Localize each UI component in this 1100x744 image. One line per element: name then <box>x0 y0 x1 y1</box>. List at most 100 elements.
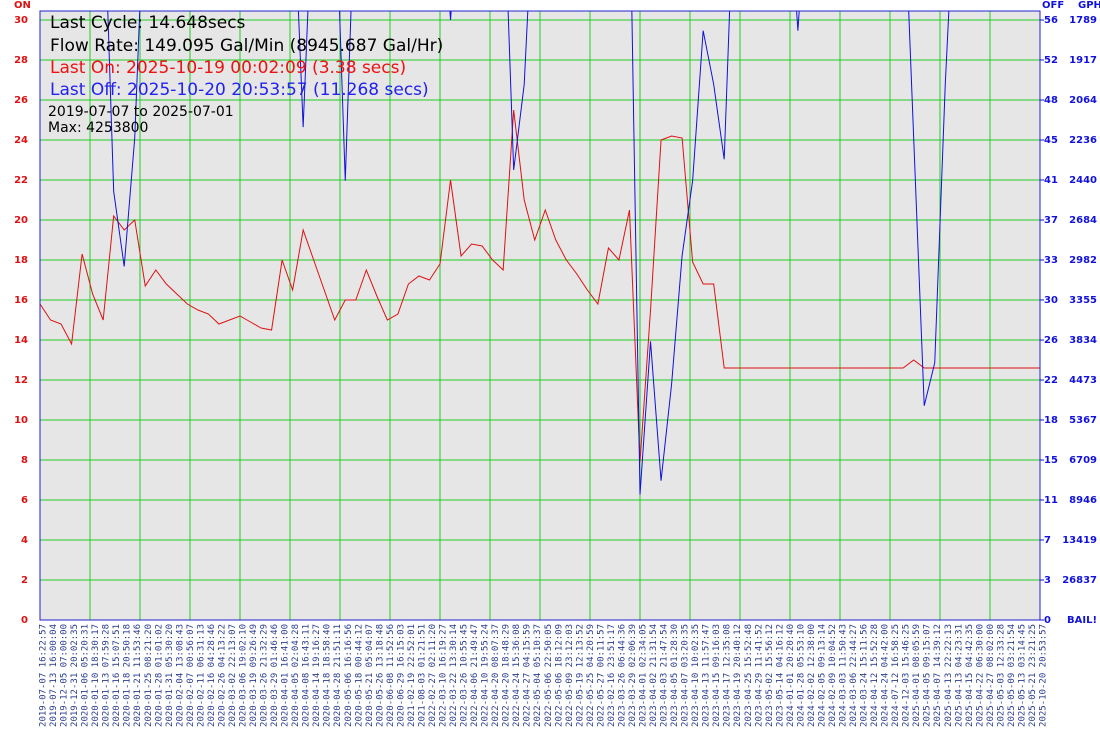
x-tick-label: 2024-03-03 11:50:43 <box>839 624 849 727</box>
x-tick-label: 2023-04-13 11:57:47 <box>702 624 712 727</box>
x-tick-label: 2022-05-19 12:13:52 <box>575 624 585 727</box>
x-tick-label: 2023-02-16 23:51:17 <box>607 624 617 727</box>
x-tick-label: 2020-06-08 11:52:56 <box>386 624 396 727</box>
y2-gph-label: 4473 <box>1069 375 1097 386</box>
y2-gph-label: 1789 <box>1069 15 1097 26</box>
x-tick-label: 2022-05-06 22:50:05 <box>544 624 554 727</box>
annotation: Flow Rate: 149.095 Gal/Min (8945.687 Gal… <box>50 36 443 56</box>
x-tick-label: 2020-02-26 04:13:22 <box>217 624 227 727</box>
x-tick-label: 2020-01-25 08:21:20 <box>144 624 154 727</box>
y2-tick-label: 18 <box>1044 415 1058 426</box>
y2-gph-label: 3834 <box>1069 335 1097 346</box>
y-tick-label: 18 <box>14 255 28 266</box>
gph-label: GPH <box>1078 0 1100 11</box>
plot-frame <box>39 10 1041 621</box>
y2-gph-label: 2684 <box>1069 215 1097 226</box>
y-tick-label: 24 <box>14 135 28 146</box>
x-tick-label: 2022-04-20 08:07:37 <box>491 624 501 727</box>
y-tick-label: 0 <box>21 615 28 626</box>
series-line <box>40 109 1040 463</box>
y2-tick-label: 33 <box>1044 255 1058 266</box>
x-tick-label: 2020-02-07 00:56:07 <box>186 624 196 727</box>
y-tick-label: 8 <box>21 455 28 466</box>
x-tick-label: 2023-03-29 02:06:39 <box>628 624 638 727</box>
x-tick-label: 2020-01-10 18:30:17 <box>91 624 101 727</box>
x-tick-label: 2025-04-22 06:30:00 <box>975 624 985 727</box>
annotation: 2019-07-07 to 2025-07-01 <box>48 104 234 120</box>
x-tick-label: 2022-04-20 18:48:29 <box>502 624 512 727</box>
x-tick-label: 2019-07-13 16:00:04 <box>49 624 59 727</box>
x-tick-label: 2019-12-31 20:02:35 <box>70 624 80 727</box>
x-tick-label: 2020-02-04 13:08:43 <box>175 624 185 727</box>
x-tick-label: 2023-04-02 21:31:54 <box>649 624 659 727</box>
x-tick-label: 2022-04-06 21:49:47 <box>470 624 480 727</box>
x-tick-label: 2020-03-06 19:02:10 <box>239 624 249 727</box>
x-tick-label: 2023-04-15 09:16:03 <box>712 624 722 727</box>
x-tick-label: 2020-01-21 11:53:46 <box>133 624 143 727</box>
x-tick-label: 2022-03-22 13:30:14 <box>449 624 459 727</box>
x-tick-label: 2024-01-28 05:53:10 <box>796 624 806 727</box>
x-tick-label: 2025-05-13 03:14:45 <box>1017 624 1027 727</box>
y2-tick-label: 45 <box>1044 135 1058 146</box>
x-tick-label: 2023-04-17 12:35:08 <box>723 624 733 727</box>
x-tick-label: 2020-05-21 05:04:07 <box>365 624 375 727</box>
x-tick-label: 2024-03-24 15:11:56 <box>860 624 870 727</box>
x-tick-label: 2025-05-03 12:33:28 <box>996 624 1006 727</box>
y2-tick-label: 0 <box>1044 615 1051 626</box>
y2-tick-label: 37 <box>1044 215 1058 226</box>
x-tick-label: 2024-01-01 20:20:40 <box>786 624 796 727</box>
x-tick-label: 2020-01-13 07:59:28 <box>102 624 112 727</box>
x-tick-label: 2024-02-09 10:04:52 <box>828 624 838 727</box>
x-tick-label: 2023-04-10 10:02:35 <box>691 624 701 727</box>
y2-gph-label: 13419 <box>1062 535 1097 546</box>
x-tick-label: 2023-04-01 02:34:05 <box>639 624 649 727</box>
y2-tick-label: 41 <box>1044 175 1058 186</box>
x-tick-label: 2025-04-13 04:23:31 <box>954 624 964 727</box>
annotation: Last Cycle: 14.648secs <box>50 13 246 33</box>
x-tick-label: 2023-04-29 11:41:52 <box>754 624 764 727</box>
y2-gph-label: 6709 <box>1069 455 1097 466</box>
y2-gph-label: 1917 <box>1069 55 1097 66</box>
x-tick-label: 2022-04-10 19:55:24 <box>481 624 491 727</box>
annotation: Last On: 2025-10-19 00:02:09 (3.38 secs) <box>50 58 406 78</box>
x-tick-label: 2019-12-05 07:00:00 <box>60 624 70 727</box>
y2-tick-label: 15 <box>1044 455 1058 466</box>
y-tick-label: 2 <box>21 575 28 586</box>
y-tick-label: 22 <box>14 175 28 186</box>
x-tick-label: 2024-02-05 09:13:14 <box>817 624 827 727</box>
y2-gph-label: 26837 <box>1062 575 1097 586</box>
x-tick-label: 2024-04-12 15:52:28 <box>870 624 880 727</box>
x-tick-label: 2020-01-28 01:01:02 <box>154 624 164 727</box>
x-tick-label: 2020-04-14 19:16:27 <box>312 624 322 727</box>
y-tick-label: 12 <box>14 375 28 386</box>
x-tick-label: 2022-05-06 18:12:09 <box>554 624 564 727</box>
x-tick-label: 2025-05-09 03:21:54 <box>1007 624 1017 727</box>
x-tick-label: 2025-04-15 04:42:35 <box>965 624 975 727</box>
y2-tick-label: 30 <box>1044 295 1058 306</box>
y2-tick-label: 22 <box>1044 375 1058 386</box>
y2-gph-label: 8946 <box>1069 495 1097 506</box>
x-tick-label: 2022-02-27 02:11:20 <box>428 624 438 727</box>
x-tick-label: 2020-04-01 16:41:00 <box>281 624 291 727</box>
y-tick-label: 6 <box>21 495 28 506</box>
y2-gph-label: 2064 <box>1069 95 1097 106</box>
y2-tick-label: 26 <box>1044 335 1058 346</box>
x-tick-label: 2020-01-06 05:20:31 <box>81 624 91 727</box>
vertical-grid <box>39 11 1041 620</box>
x-tick-label: 2023-04-07 03:20:35 <box>681 624 691 727</box>
x-tick-label: 2020-05-06 16:16:56 <box>344 624 354 727</box>
x-tick-label: 2020-01-16 15:07:51 <box>112 624 122 727</box>
annotation: Last Off: 2025-10-20 20:53:57 (11.268 se… <box>50 80 429 100</box>
y2-tick-label: 48 <box>1044 95 1058 106</box>
annotation: Max: 4253800 <box>48 120 148 136</box>
y2-gph-label: 2440 <box>1069 175 1097 186</box>
x-tick-label: 2023-04-25 15:52:48 <box>744 624 754 727</box>
x-tick-label: 2020-03-02 22:13:07 <box>228 624 238 727</box>
x-tick-label: 2020-04-05 02:04:28 <box>291 624 301 727</box>
x-tick-label: 2020-04-18 18:58:40 <box>323 624 333 727</box>
x-tick-label: 2023-05-02 15:56:12 <box>765 624 775 727</box>
left-corner-label: ON <box>14 0 31 11</box>
y-tick-label: 28 <box>14 55 28 66</box>
